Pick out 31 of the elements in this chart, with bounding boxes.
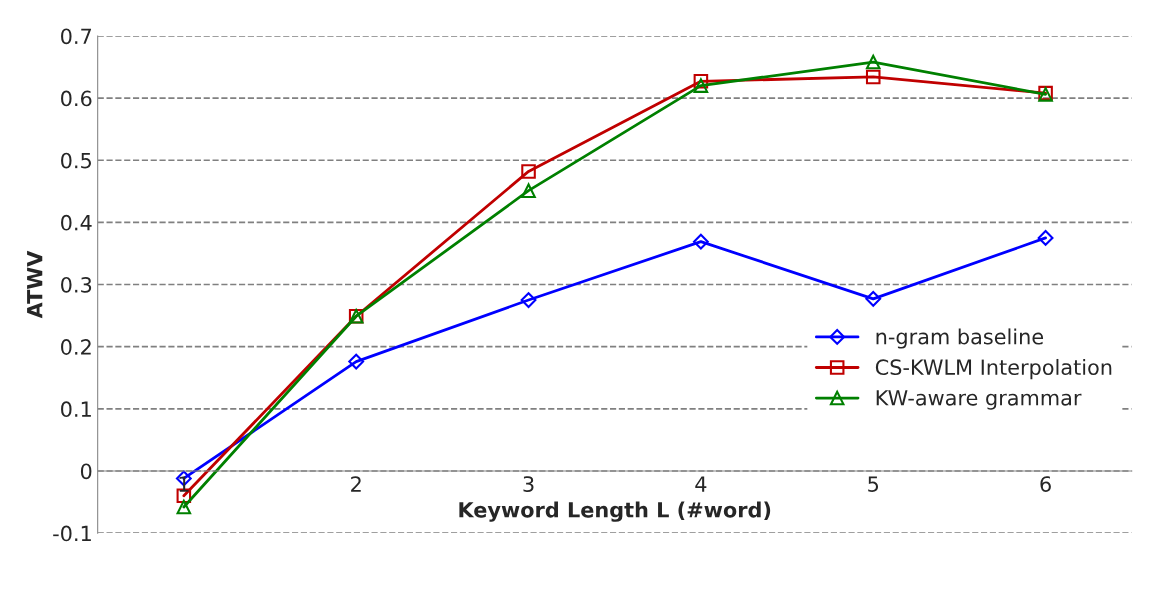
y-tick-label: 0.7 [61,28,92,45]
x-tick-label: 2 [351,476,361,492]
y-tick-label: 0.3 [61,276,92,293]
point [176,499,192,515]
y-tick-label: 0 [80,463,92,480]
y-tick-label: 0.2 [61,339,91,355]
point [865,290,882,307]
x-axis-title: Keyword Length L (#word) [459,501,771,522]
legend-label: KW-aware grammar [876,390,1082,410]
legend-label: n-gram baseline [876,328,1044,349]
point [865,54,881,70]
y-tick-label: -0.1 [53,525,91,542]
point [1037,230,1054,246]
x-tick-label: 6 [1040,476,1051,492]
point [692,233,709,250]
point [693,74,709,89]
legend-label: CS-KWLM Interpolation [875,358,1112,380]
point [865,69,881,85]
x-tick-label: 5 [868,476,879,492]
x-tick-label: 3 [523,476,534,492]
y-tick-label: 0.6 [61,90,92,107]
y-tick-label: 0.1 [61,401,91,418]
point [521,183,536,198]
y-tick-label: 0.4 [61,214,92,231]
point [520,292,537,308]
y-tick-label: 0.5 [61,152,91,169]
point [348,353,365,370]
y-axis-title: ATWV [27,250,43,319]
x-tick-label: 4 [695,476,707,492]
point [693,78,709,93]
point [521,164,536,179]
